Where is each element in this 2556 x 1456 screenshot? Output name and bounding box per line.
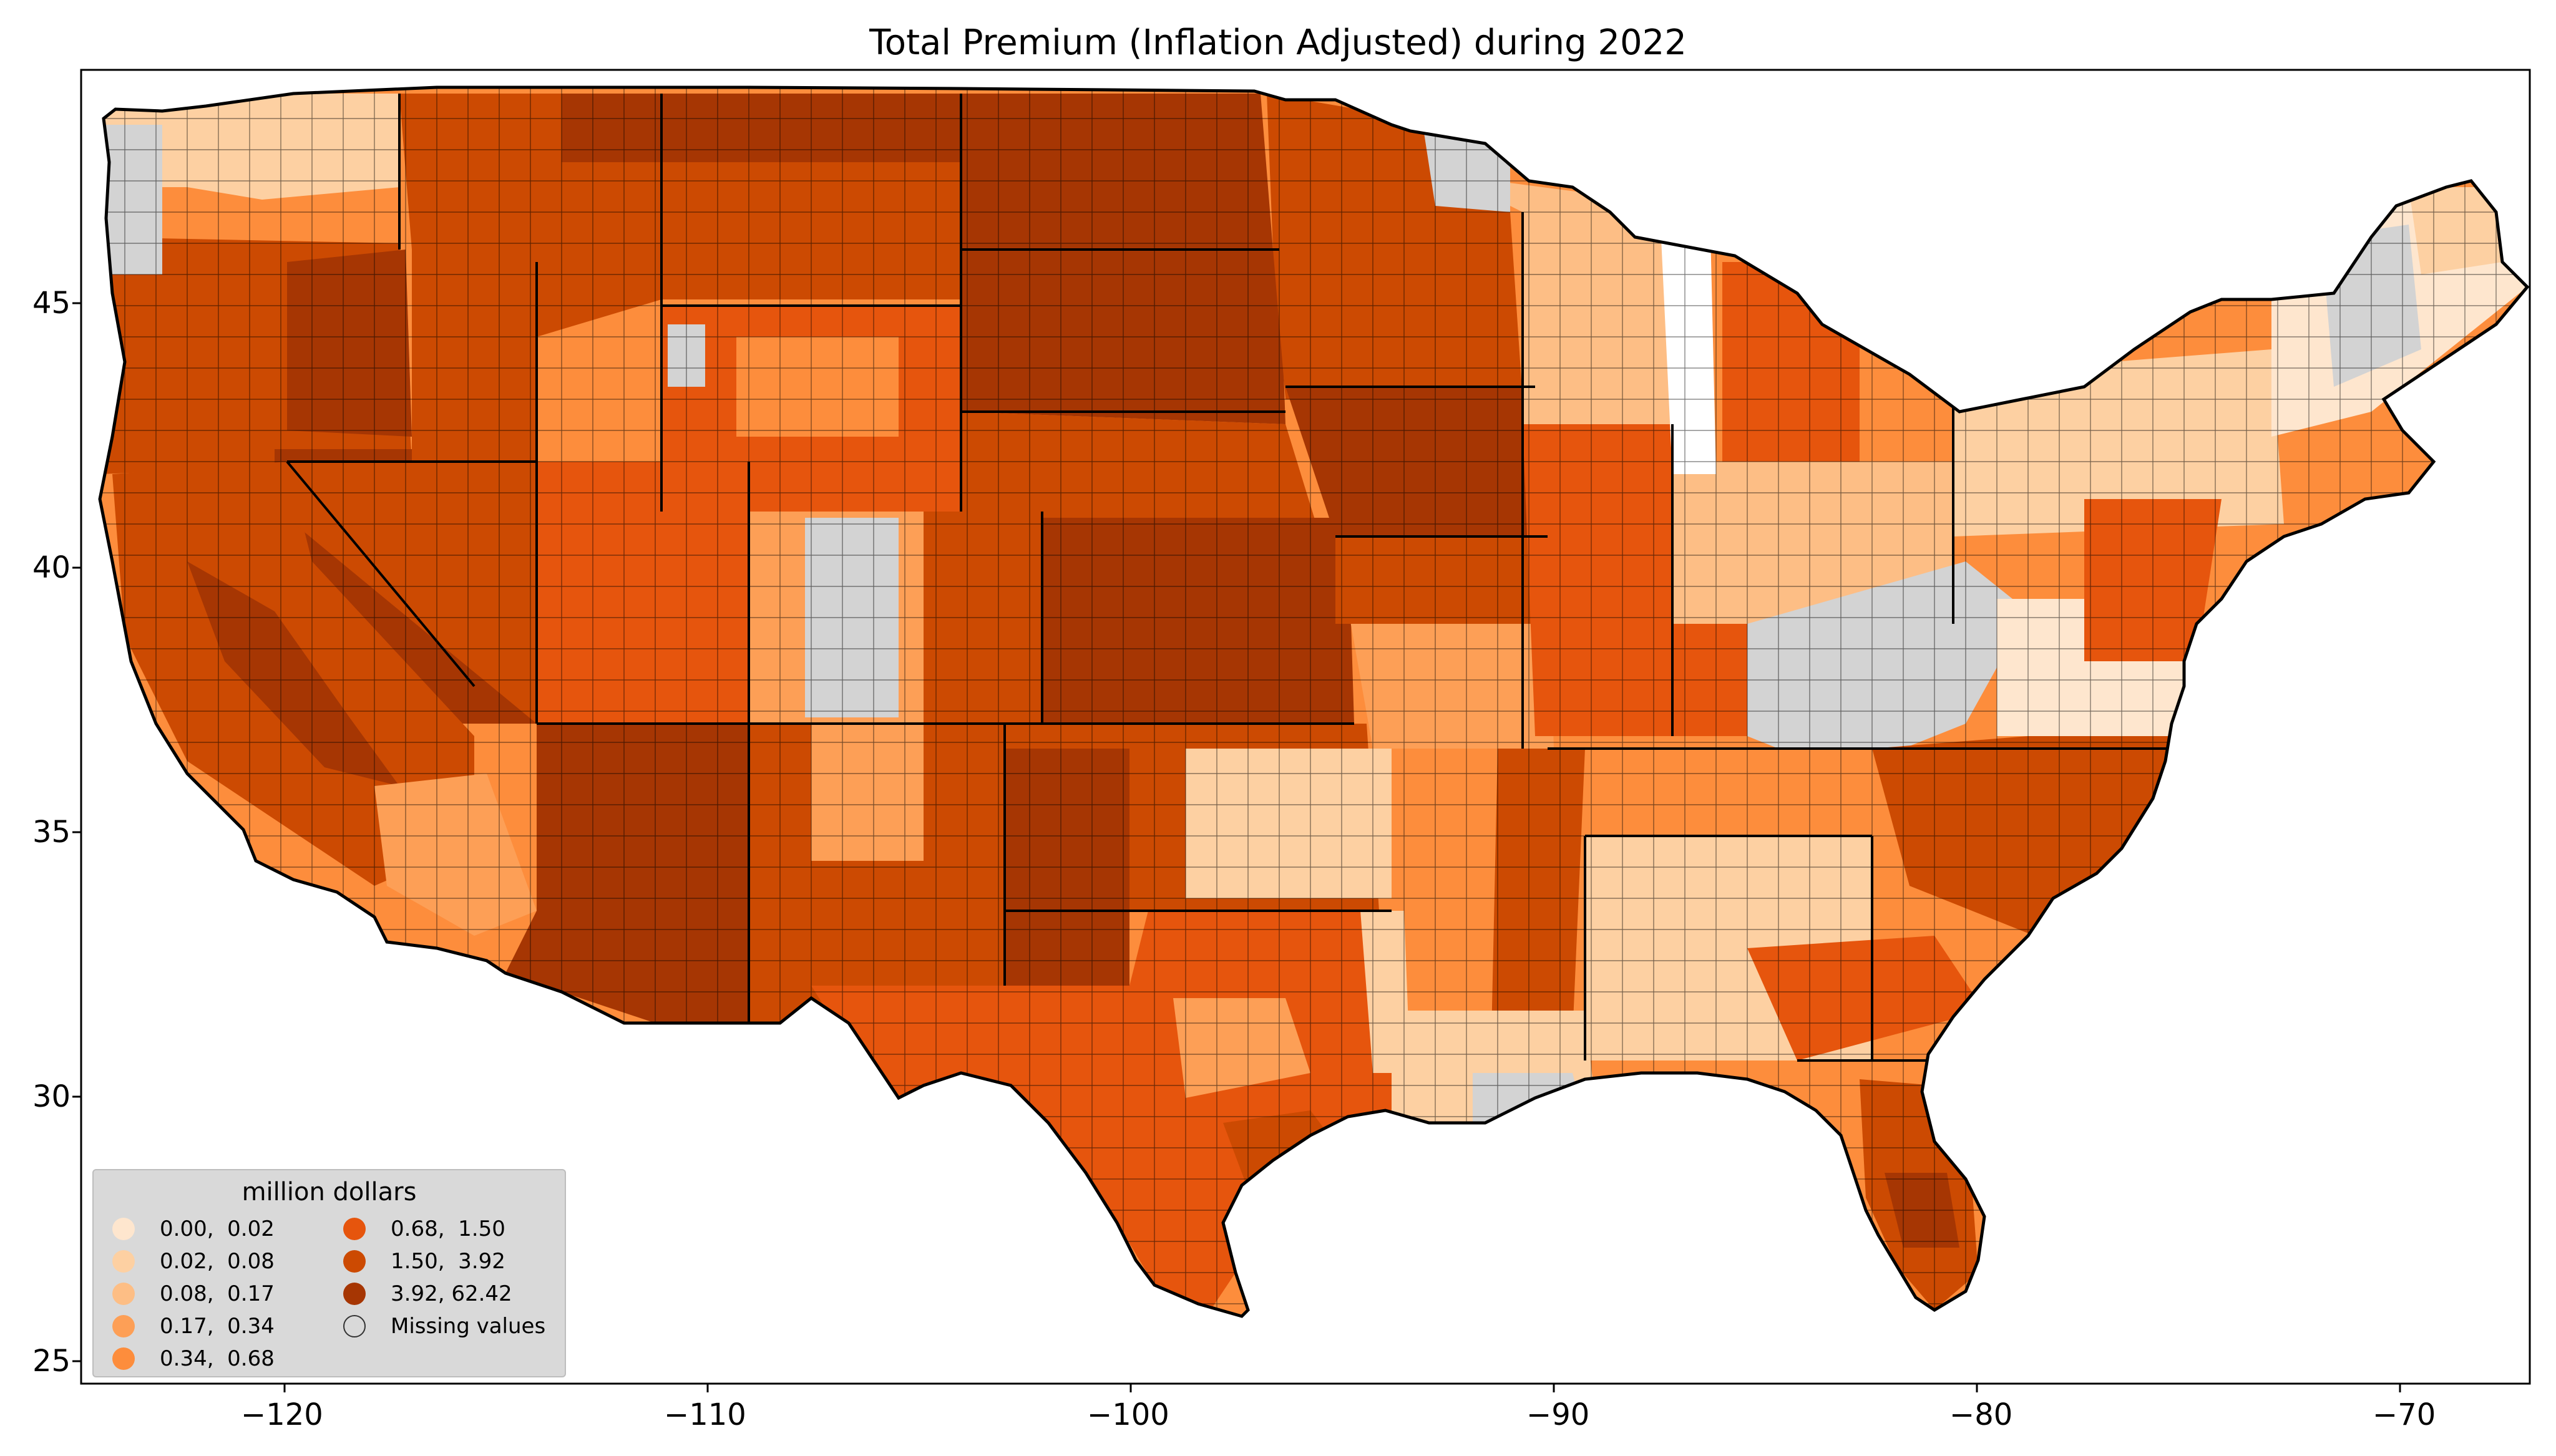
x-tick-label: −120 bbox=[241, 1397, 323, 1432]
legend-item: 0.00, 0.02 bbox=[112, 1214, 275, 1244]
x-tick-label: −100 bbox=[1087, 1397, 1169, 1432]
region-kansas bbox=[1042, 518, 1354, 724]
region-wisconsin bbox=[1448, 175, 1685, 424]
legend-label: 3.92, 62.42 bbox=[391, 1281, 512, 1306]
legend-label: 1.50, 3.92 bbox=[391, 1249, 505, 1274]
region-new-mexico-central bbox=[811, 724, 924, 861]
state-borders bbox=[286, 94, 2172, 1062]
chart-title: Total Premium (Inflation Adjusted) durin… bbox=[869, 22, 1687, 63]
legend-swatch bbox=[343, 1218, 366, 1240]
legend-label: 0.02, 0.08 bbox=[160, 1249, 275, 1274]
legend-item: 0.17, 0.34 bbox=[112, 1311, 275, 1341]
legend-label: 0.00, 0.02 bbox=[160, 1216, 275, 1241]
legend-label: 0.08, 0.17 bbox=[160, 1281, 275, 1306]
legend-swatch bbox=[343, 1250, 366, 1273]
legend-title: million dollars bbox=[241, 1178, 417, 1206]
legend-item: 0.68, 1.50 bbox=[343, 1214, 505, 1244]
x-tick-label: −110 bbox=[664, 1397, 746, 1432]
legend-label: Missing values bbox=[391, 1314, 546, 1339]
region-north-dakota bbox=[961, 94, 1273, 250]
legend-label: 0.17, 0.34 bbox=[160, 1314, 275, 1339]
region-wyoming-interior bbox=[736, 337, 899, 437]
us-outline bbox=[98, 85, 2530, 1318]
region-pacific-northwest bbox=[100, 94, 399, 200]
legend-swatch bbox=[112, 1347, 135, 1370]
x-tick-label: −70 bbox=[2373, 1397, 2436, 1432]
legend-item: Missing values bbox=[343, 1311, 545, 1341]
region-indiana-ohio bbox=[1672, 462, 1953, 624]
legend-swatch bbox=[343, 1283, 366, 1305]
legend-swatch bbox=[112, 1250, 135, 1273]
x-axis-ticks bbox=[283, 1384, 2401, 1392]
y-tick-label: 40 bbox=[32, 550, 71, 585]
legend-label: 0.34, 0.68 bbox=[160, 1346, 275, 1371]
state-border-lines bbox=[286, 94, 2172, 1062]
legend-item: 0.34, 0.68 bbox=[112, 1344, 275, 1374]
y-tick-label: 45 bbox=[32, 286, 71, 321]
region-south-georgia bbox=[1747, 936, 1984, 1060]
region-southeast-california bbox=[374, 774, 537, 936]
region-idaho-south bbox=[287, 250, 412, 437]
y-tick-label: 25 bbox=[32, 1344, 71, 1379]
x-tick-label: −80 bbox=[1949, 1397, 2013, 1432]
region-arizona bbox=[505, 724, 749, 1023]
y-tick-label: 30 bbox=[32, 1079, 71, 1114]
legend-item: 0.02, 0.08 bbox=[112, 1246, 275, 1276]
region-montana-north bbox=[562, 94, 961, 162]
legend-swatch-missing bbox=[343, 1315, 366, 1337]
legend-swatch bbox=[112, 1283, 135, 1305]
region-maine-north bbox=[2409, 187, 2502, 274]
legend-item: 1.50, 3.92 bbox=[343, 1246, 505, 1276]
legend-label: 0.68, 1.50 bbox=[391, 1216, 505, 1241]
region-mississippi-delta bbox=[1491, 749, 1585, 1036]
x-tick-label: −90 bbox=[1526, 1397, 1590, 1432]
legend-item: 0.08, 0.17 bbox=[112, 1279, 275, 1309]
region-lake-michigan bbox=[1660, 206, 1716, 474]
region-utah bbox=[537, 462, 749, 724]
region-east-oklahoma bbox=[1186, 749, 1392, 898]
legend-item: 3.92, 62.42 bbox=[343, 1279, 512, 1309]
legend-swatch bbox=[112, 1218, 135, 1240]
region-nevada bbox=[287, 462, 537, 724]
legend-swatch bbox=[112, 1315, 135, 1337]
region-appalachia-missing bbox=[1747, 561, 2028, 774]
y-axis-ticks bbox=[72, 302, 81, 1362]
legend: million dollars 0.00, 0.02 0.02, 0.08 0.… bbox=[92, 1169, 566, 1377]
y-tick-label: 35 bbox=[32, 815, 71, 850]
